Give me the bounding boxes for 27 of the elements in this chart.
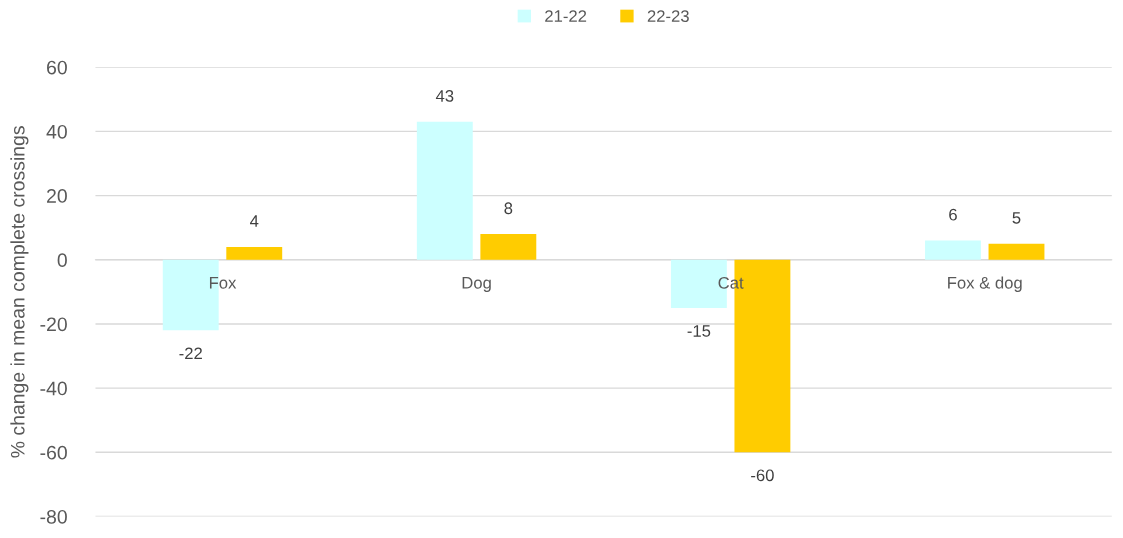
y-tick-label: 40 xyxy=(46,124,67,139)
y-tick-label: 0 xyxy=(57,253,67,268)
data-label: 5 xyxy=(1012,212,1021,224)
data-label: 8 xyxy=(504,202,513,215)
y-tick-label: -80 xyxy=(40,509,67,524)
x-tick-label: Dog xyxy=(462,277,491,292)
y-tick-label: 60 xyxy=(47,60,67,75)
x-tick-label: Fox & dog xyxy=(948,276,1022,292)
y-tick-label: -20 xyxy=(40,317,67,332)
bar xyxy=(416,121,473,260)
bar xyxy=(988,243,1045,260)
x-tick-label: Fox xyxy=(209,277,237,289)
y-axis-title: % change in mean complete crossings xyxy=(10,126,29,458)
legend-label: 21-22 xyxy=(545,10,587,22)
bar xyxy=(226,246,283,260)
y-tick-label: 20 xyxy=(47,189,67,203)
data-label: 43 xyxy=(435,90,454,102)
bar xyxy=(480,234,537,260)
data-label: 4 xyxy=(250,215,259,227)
data-label: -15 xyxy=(687,325,711,337)
legend-label: 22-23 xyxy=(647,10,689,22)
y-tick-label: -60 xyxy=(40,445,67,460)
bar xyxy=(925,240,981,260)
y-tick-label: -40 xyxy=(40,381,67,396)
data-label: 6 xyxy=(949,208,957,221)
data-label: -60 xyxy=(751,469,774,482)
data-label: -22 xyxy=(179,347,202,360)
